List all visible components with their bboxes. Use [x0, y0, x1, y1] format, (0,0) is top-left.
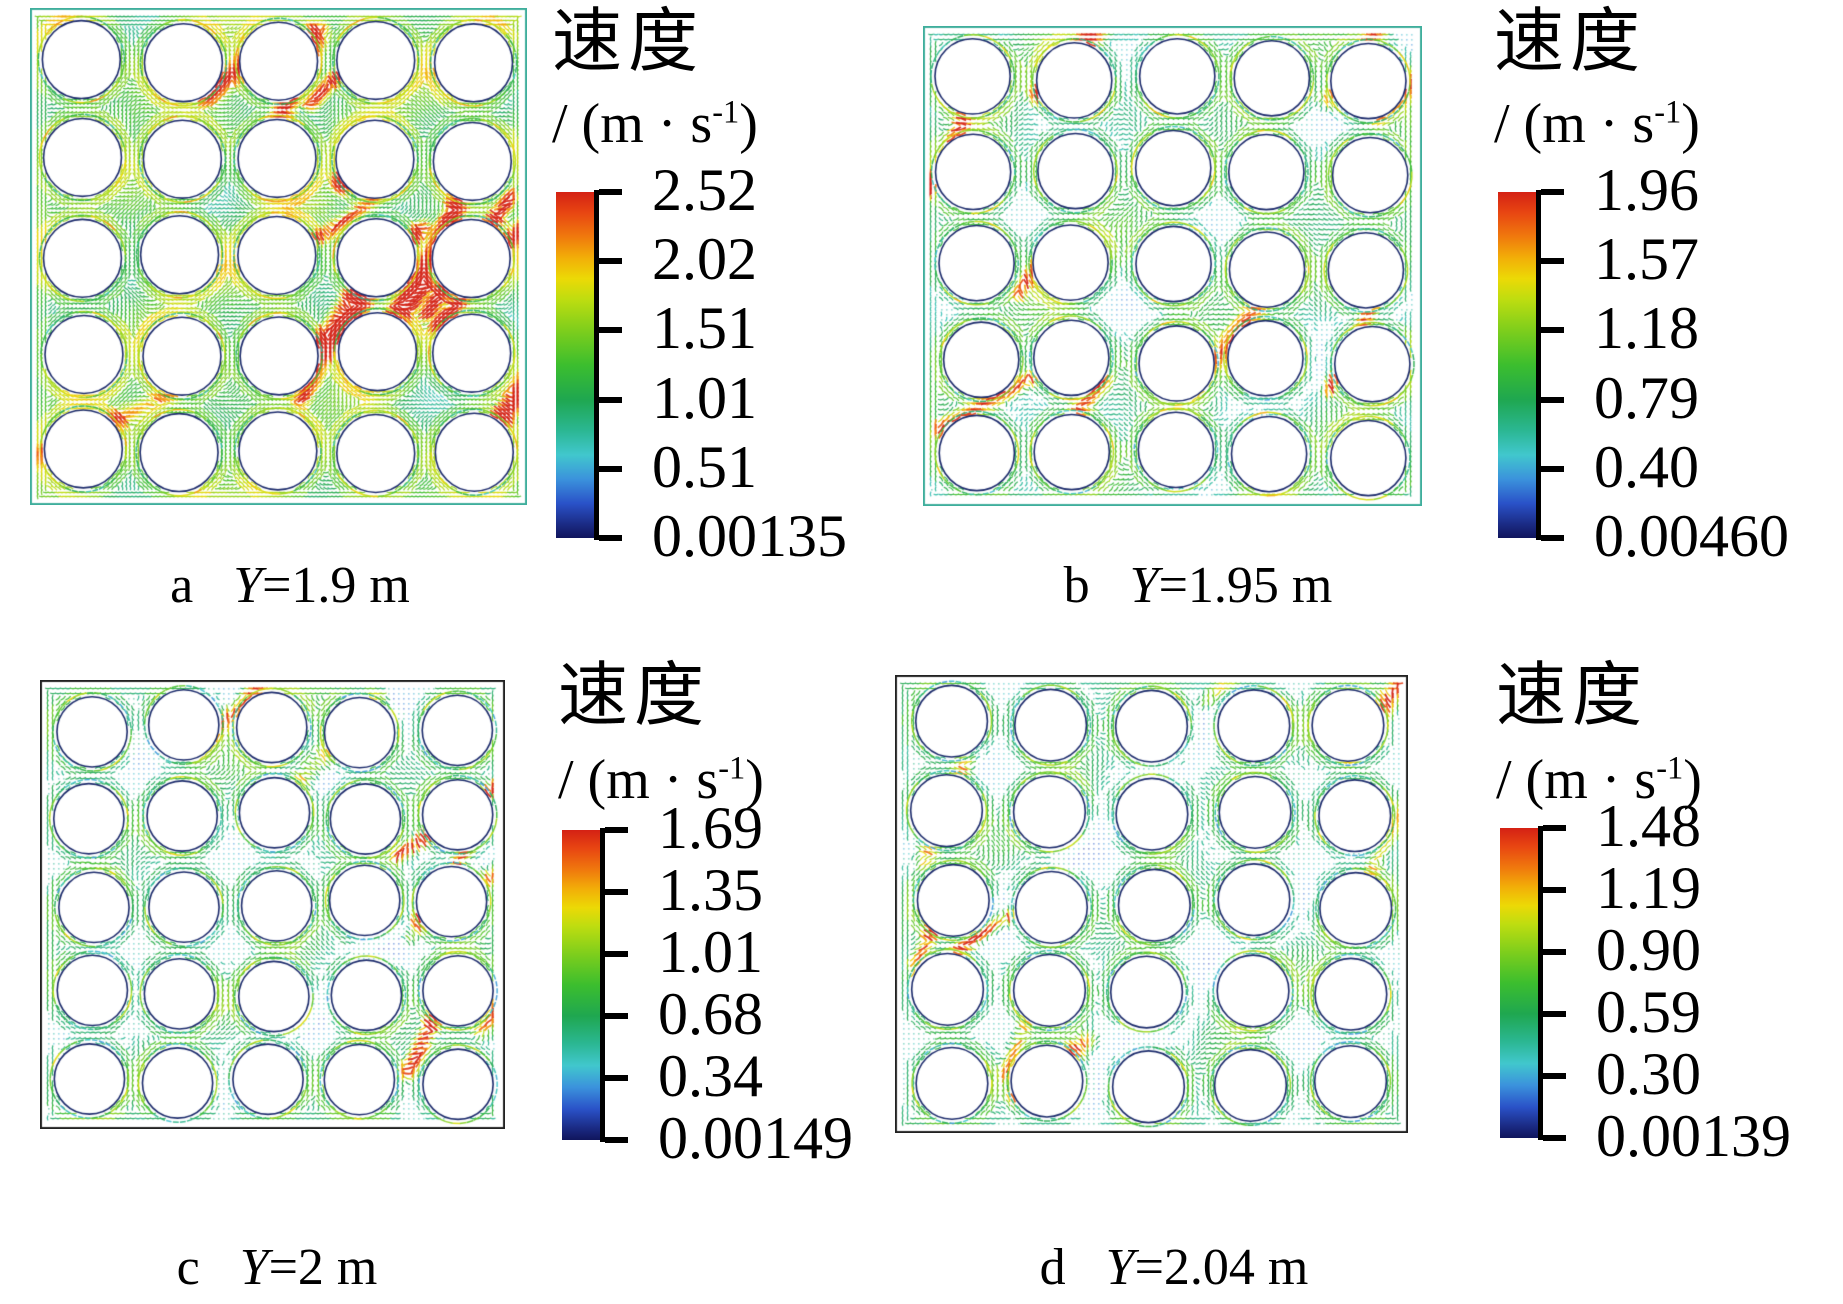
tick-mark — [1543, 1073, 1566, 1079]
tick-mark — [1541, 465, 1564, 472]
tick-label: 1.51 — [652, 295, 757, 362]
colorbar-gradient — [1498, 192, 1536, 538]
tick-label: 1.19 — [1596, 855, 1701, 922]
tick-mark — [599, 189, 622, 195]
tick-label: 0.68 — [658, 981, 763, 1048]
tick-label: 0.90 — [1596, 917, 1701, 984]
tick-label: 1.01 — [658, 919, 763, 986]
legend-title-c: 速度 — [558, 658, 710, 735]
vector-field-plot-b — [923, 26, 1422, 506]
colorbar-gradient — [556, 192, 594, 538]
caption-c: c Y=2 m — [176, 1239, 378, 1296]
legend-unit-b: / (m · s-1) — [1494, 93, 1700, 155]
tick-mark — [599, 396, 622, 403]
tick-mark — [1541, 535, 1564, 541]
legend-title-d: 速度 — [1496, 658, 1648, 735]
tick-mark — [605, 1137, 628, 1143]
tick-label: 0.00460 — [1594, 503, 1789, 570]
tick-label: 0.00135 — [652, 503, 847, 570]
tick-label: 1.48 — [1596, 793, 1701, 860]
caption-b: b Y=1.95 m — [1063, 557, 1333, 614]
tick-mark — [599, 327, 622, 334]
tick-label: 0.59 — [1596, 979, 1701, 1046]
tick-label: 1.57 — [1594, 226, 1699, 293]
tick-mark — [1541, 189, 1564, 195]
tick-mark — [605, 1013, 628, 1019]
colorbar-c: 1.69 1.35 1.01 0.68 0.34 0.00149 — [562, 795, 862, 1171]
colorbar-a: 2.52 2.02 1.51 1.01 0.51 0.00135 — [556, 157, 856, 569]
tick-mark — [1543, 1135, 1566, 1141]
tick-mark — [605, 827, 628, 833]
tick-label: 1.69 — [658, 795, 763, 862]
tick-mark — [599, 258, 622, 265]
tick-label: 0.00139 — [1596, 1103, 1791, 1170]
colorbar-gradient — [562, 830, 600, 1140]
tick-mark — [1543, 949, 1566, 955]
legend-unit-c: / (m · s-1) — [558, 749, 764, 811]
legend-title-b: 速度 — [1494, 4, 1646, 81]
tick-label: 0.30 — [1596, 1041, 1701, 1108]
tick-label: 1.18 — [1594, 295, 1699, 362]
tick-label: 1.01 — [652, 364, 757, 431]
tick-label: 1.96 — [1594, 157, 1699, 224]
tick-mark — [599, 535, 622, 541]
tick-mark — [605, 1075, 628, 1081]
colorbar-spine — [594, 190, 599, 540]
colorbar-b: 1.96 1.57 1.18 0.79 0.40 0.00460 — [1498, 157, 1798, 569]
tick-mark — [1541, 396, 1564, 403]
tick-mark — [599, 465, 622, 472]
tick-label: 1.35 — [658, 857, 763, 924]
tick-mark — [1543, 1011, 1566, 1017]
tick-label: 0.00149 — [658, 1105, 853, 1172]
tick-label: 0.34 — [658, 1043, 763, 1110]
tick-label: 0.51 — [652, 433, 757, 500]
tick-mark — [1543, 825, 1566, 831]
tick-mark — [605, 889, 628, 895]
legend-title-a: 速度 — [552, 4, 704, 81]
colorbar-spine — [1538, 826, 1543, 1140]
caption-a: a Y=1.9 m — [170, 557, 410, 614]
vector-field-plot-a — [30, 8, 527, 505]
colorbar-d: 1.48 1.19 0.90 0.59 0.30 0.00139 — [1500, 793, 1800, 1169]
vector-field-plot-d — [895, 675, 1408, 1133]
tick-mark — [605, 951, 628, 957]
tick-label: 0.79 — [1594, 364, 1699, 431]
legend-unit-a: / (m · s-1) — [552, 93, 758, 155]
tick-label: 2.02 — [652, 226, 757, 293]
colorbar-spine — [600, 828, 605, 1142]
caption-d: d Y=2.04 m — [1039, 1239, 1309, 1296]
vector-field-plot-c — [40, 680, 505, 1129]
colorbar-spine — [1536, 190, 1541, 540]
tick-label: 2.52 — [652, 157, 757, 224]
tick-label: 0.40 — [1594, 433, 1699, 500]
colorbar-gradient — [1500, 828, 1538, 1138]
tick-mark — [1543, 887, 1566, 893]
legend-unit-d: / (m · s-1) — [1496, 749, 1702, 811]
tick-mark — [1541, 327, 1564, 334]
tick-mark — [1541, 258, 1564, 265]
